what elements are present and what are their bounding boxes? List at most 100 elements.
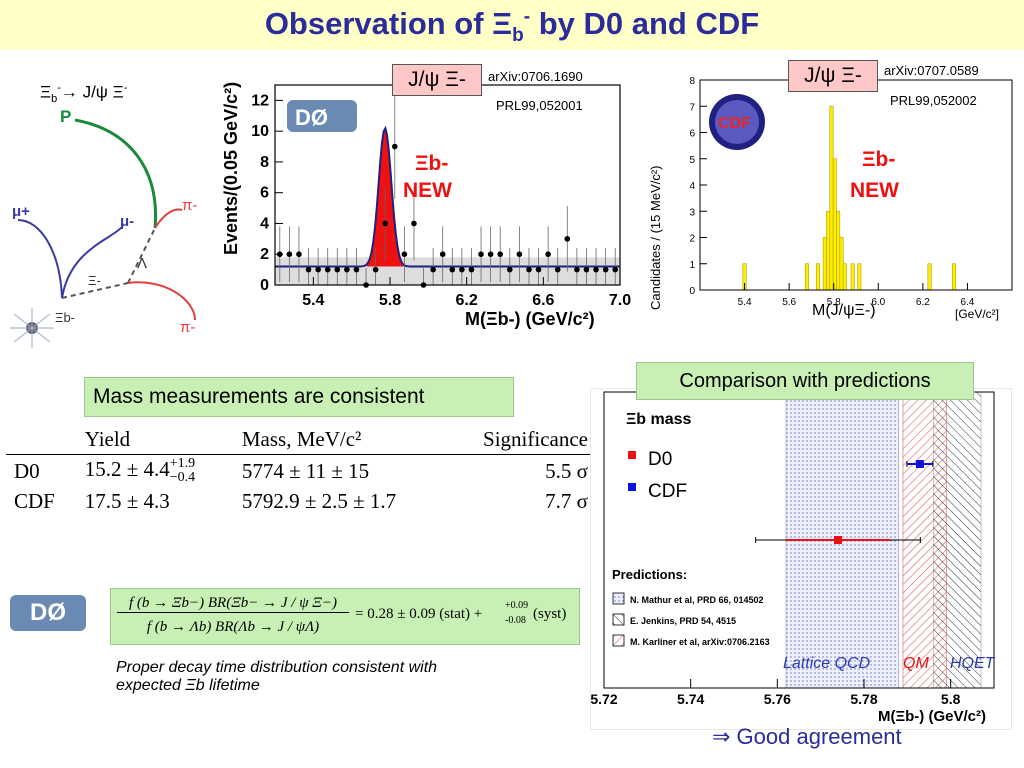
- prediction-3: M. Karliner et al, arXiv:0706.2163: [630, 637, 770, 647]
- cmp-xtick-label: 5.78: [850, 691, 877, 707]
- legend-cdf-label: CDF: [648, 481, 687, 502]
- d0-ytick-label: 2: [260, 246, 269, 263]
- d0-data-point: [315, 266, 321, 273]
- cdf-ytick-label: 2: [689, 234, 695, 245]
- d0-data-point: [574, 266, 580, 273]
- d0-ytick-label: 12: [251, 92, 269, 109]
- cdf-bar: [805, 263, 809, 291]
- mu-plus-label: μ+: [12, 203, 30, 220]
- d0-data-point: [411, 220, 417, 227]
- d0-data-point: [583, 266, 590, 273]
- pi-minus-label-2: π-: [180, 319, 195, 336]
- d0-xi-label: Ξb-: [415, 152, 448, 175]
- svg-text:DØ: DØ: [295, 105, 328, 130]
- cdf-bar: [816, 263, 821, 291]
- cdf-xtick-label: 5.8: [827, 297, 841, 308]
- d0-data-point: [391, 143, 398, 150]
- d0-data-point: [353, 266, 360, 273]
- cmp-xtick-label: 5.76: [764, 691, 791, 707]
- cdf-ytick-label: 5: [689, 155, 695, 166]
- page-title: Observation of Ξb- by D0 and CDF: [264, 6, 760, 47]
- ratio-formula: f (b → Ξb−) BR(Ξb− → J / ψ Ξ−) f (b → Λb…: [110, 588, 580, 645]
- cdf-bar: [927, 263, 932, 291]
- cdf-tag: J/ψ Ξ-: [788, 60, 878, 92]
- good-agreement: ⇒ Good agreement: [712, 724, 902, 749]
- mass-table: Yield Mass, MeV/c² Significance D0 15.2 …: [6, 425, 596, 516]
- cdf-ytick-label: 8: [689, 76, 695, 87]
- col-sig: Significance: [483, 427, 588, 451]
- cdf-ytick-label: 7: [689, 102, 695, 113]
- d0-mass-plot: Events/(0.05 GeV/c²) M(Ξb-) (GeV/c²) 5.4…: [221, 82, 631, 329]
- lambda-label: Λ: [137, 255, 147, 272]
- cdf-ytick-label: 3: [689, 207, 695, 218]
- mu-minus-label: μ-: [120, 213, 134, 230]
- cdf-mass-plot: Candidates / (15 MeV/c²) M(J/ψΞ-) [GeV/c…: [648, 76, 1013, 321]
- cdf-prl: PRL99,052002: [890, 93, 977, 108]
- cdf-bar: [839, 237, 844, 291]
- region-label-qm: QM: [903, 655, 929, 672]
- cdf-bar: [952, 263, 957, 291]
- cdf-bar: [829, 105, 834, 291]
- xi-b-label: Ξb-: [55, 310, 75, 325]
- d0-data-point: [401, 251, 408, 258]
- pi-minus-track-1: [154, 208, 183, 229]
- mass-point: [915, 460, 924, 468]
- col-yield: Yield: [84, 427, 131, 451]
- col-mass: Mass, MeV/c²: [241, 427, 362, 451]
- comparison-header: Comparison with predictions: [636, 362, 974, 400]
- cdf-bar: [832, 158, 837, 291]
- d0-tag: J/ψ Ξ-: [392, 64, 482, 96]
- d0-data-point: [430, 266, 436, 273]
- d0-prl: PRL99,052001: [496, 98, 583, 113]
- cdf-bar: [857, 263, 862, 291]
- d0-xtick-label: 7.0: [609, 292, 631, 309]
- mu-plus-track: [17, 219, 63, 299]
- d0-data-point: [478, 251, 484, 258]
- d0-data-point: [516, 251, 523, 258]
- d0-ytick-label: 8: [260, 154, 269, 171]
- d0-ytick-label: 4: [260, 215, 269, 232]
- p-label: P: [60, 107, 71, 126]
- cdf-xtick-label: 5.6: [782, 297, 796, 308]
- d0-logo-bottom: DØ: [10, 595, 86, 631]
- d0-data-point: [593, 266, 599, 273]
- cdf-arxiv: arXiv:0707.0589: [884, 63, 979, 78]
- cdf-unit-label: [GeV/c²]: [955, 307, 999, 321]
- pi-minus-label-1: π-: [182, 197, 197, 214]
- d0-data-point: [305, 266, 312, 273]
- cdf-ytick-label: 6: [689, 129, 695, 140]
- cdf-bar: [826, 210, 831, 291]
- cdf-xtick-label: 6.2: [916, 297, 930, 308]
- comparison-xlabel: M(Ξb-) (GeV/c²): [878, 708, 986, 725]
- pi-minus-track-2: [127, 281, 196, 321]
- d0-data-point: [602, 266, 609, 273]
- xi-b-track: [61, 282, 129, 299]
- cdf-bar: [842, 263, 847, 291]
- d0-xtick-label: 5.4: [302, 292, 324, 309]
- cdf-xtick-label: 5.4: [738, 297, 752, 308]
- d0-data-point: [545, 251, 551, 258]
- d0-xlabel: M(Ξb-) (GeV/c²): [465, 309, 595, 329]
- cdf-ytick-label: 0: [689, 286, 695, 297]
- mass-point: [834, 536, 842, 544]
- mass-consistent-box: Mass measurements are consistent: [84, 377, 514, 417]
- d0-logo: [287, 100, 357, 132]
- table-row: CDF 17.5 ± 4.3 5792.9 ± 2.5 ± 1.7 7.7 σ: [14, 489, 588, 514]
- prediction-band: [933, 391, 982, 689]
- svg-text:CDF: CDF: [718, 115, 751, 132]
- legend-d0-label: D0: [648, 449, 672, 470]
- region-label-lattice: Lattice QCD: [783, 655, 871, 672]
- d0-data-point: [439, 251, 446, 258]
- cdf-xtick-label: 6.0: [871, 297, 885, 308]
- cdf-bar: [836, 210, 841, 291]
- d0-data-point: [526, 266, 532, 273]
- decay-label: Ξb-→ J/ψ Ξ-: [40, 82, 128, 106]
- cdf-xlabel: M(J/ψΞ-): [812, 302, 876, 319]
- d0-data-point: [334, 266, 341, 273]
- cmp-xtick-label: 5.74: [677, 691, 704, 707]
- d0-data-point: [296, 251, 302, 258]
- predictions-title: Predictions:: [612, 567, 687, 582]
- prediction-2: E. Jenkins, PRD 54, 4515: [630, 616, 736, 626]
- d0-data-point: [324, 266, 331, 273]
- d0-data-point: [459, 266, 465, 273]
